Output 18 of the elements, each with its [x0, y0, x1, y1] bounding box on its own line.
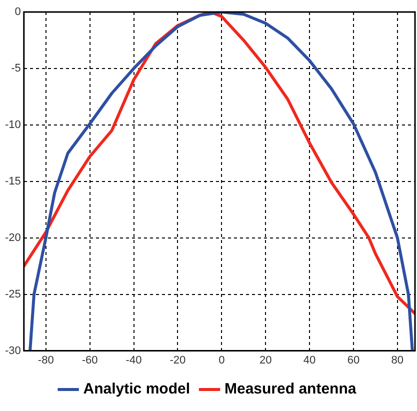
x-tick-label: -60 [82, 354, 98, 366]
y-tick-label: -5 [11, 62, 21, 74]
y-tick-label: -15 [4, 175, 21, 188]
x-tick-label: -20 [170, 354, 186, 366]
x-tick-label: -40 [126, 354, 142, 366]
x-tick-label: 60 [347, 354, 360, 366]
legend-label: Measured antenna [224, 380, 357, 398]
x-tick-label: -80 [38, 354, 54, 366]
y-tick-label: -30 [4, 344, 21, 357]
x-tick-label: 80 [391, 354, 404, 366]
legend-label: Analytic model [83, 380, 190, 398]
y-tick-label: -20 [4, 232, 21, 244]
x-tick-label: 20 [259, 354, 272, 366]
y-tick-label: -10 [4, 118, 21, 131]
y-tick-label: 0 [14, 6, 21, 18]
x-tick-label: 0 [218, 354, 225, 366]
y-tick-label: -25 [4, 288, 21, 300]
x-tick-label: 40 [303, 354, 316, 366]
